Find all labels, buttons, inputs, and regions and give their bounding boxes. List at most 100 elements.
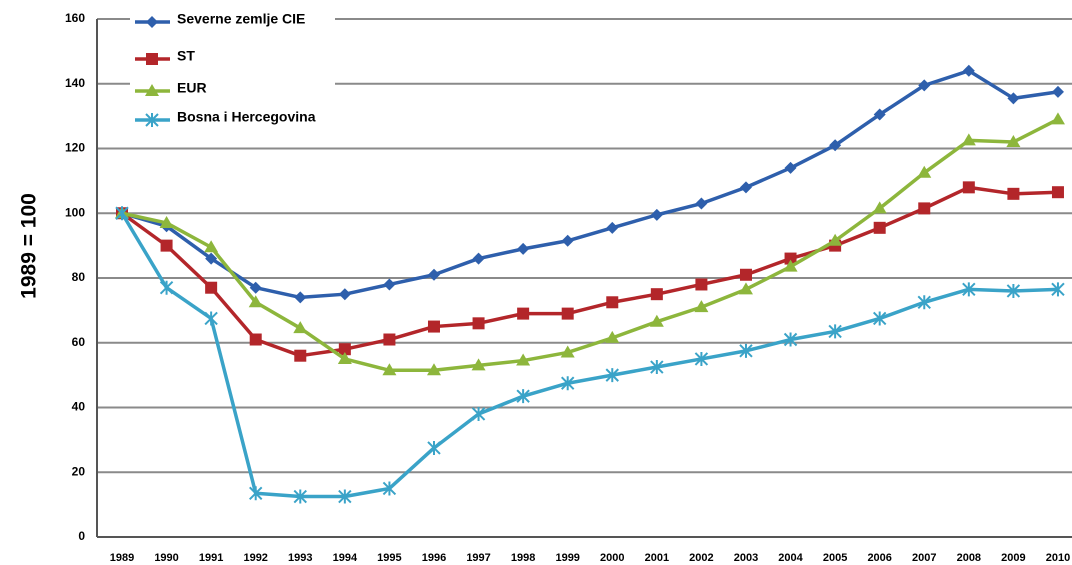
data-point [427, 268, 440, 281]
x-tick-label: 1994 [333, 552, 358, 564]
data-point [962, 282, 976, 297]
x-tick-label: 1999 [555, 552, 579, 564]
y-tick-label: 140 [65, 76, 85, 90]
series-line [121, 69, 1059, 300]
data-point [606, 296, 619, 309]
data-point [918, 79, 931, 92]
y-tick-label: 100 [65, 205, 85, 219]
data-point [471, 358, 486, 371]
y-tick-label: 80 [72, 270, 86, 284]
data-point [917, 295, 931, 310]
data-point [561, 234, 574, 247]
x-tick-label: 1993 [288, 552, 312, 564]
data-point [1006, 283, 1021, 298]
legend-marker [146, 53, 158, 65]
data-point [1051, 85, 1064, 98]
y-tick-label: 0 [78, 529, 85, 543]
data-point [961, 133, 976, 146]
data-point [337, 351, 352, 364]
data-point [338, 288, 351, 301]
x-tick-label: 2002 [689, 552, 713, 564]
data-point [829, 139, 842, 152]
series-line [121, 117, 1059, 373]
data-point [249, 281, 262, 294]
data-point [1051, 282, 1065, 297]
x-tick-label: 2004 [778, 552, 803, 564]
data-point [828, 233, 843, 246]
data-point [783, 259, 798, 272]
x-tick-label: 1992 [243, 552, 267, 564]
data-point [917, 165, 932, 178]
data-point [873, 108, 886, 121]
x-tick-label: 2003 [734, 552, 758, 564]
legend-marker [146, 16, 158, 28]
y-tick-label: 20 [72, 464, 86, 478]
data-point [872, 201, 887, 214]
data-point [294, 291, 307, 304]
x-tick-label: 1989 [110, 552, 134, 564]
data-point [472, 317, 485, 330]
data-point [516, 353, 531, 366]
data-point [205, 281, 218, 294]
data-point [516, 389, 530, 404]
data-point [783, 332, 798, 347]
x-tick-label: 2006 [867, 552, 891, 564]
data-point [159, 280, 174, 295]
data-point [872, 311, 887, 326]
data-point [560, 345, 575, 358]
data-point [248, 295, 263, 308]
data-point [784, 252, 797, 265]
data-point [695, 278, 708, 291]
data-point [873, 221, 886, 234]
x-tick-label: 1995 [377, 552, 401, 564]
data-point [1006, 135, 1021, 148]
data-point [426, 363, 441, 376]
data-point [293, 321, 308, 334]
data-point [471, 406, 486, 421]
legend-label: ST [177, 48, 195, 64]
x-tick-label: 2009 [1001, 552, 1025, 564]
data-point [382, 363, 397, 376]
data-point [650, 360, 664, 375]
data-point [1007, 92, 1020, 105]
legend-box [130, 5, 335, 135]
series-line [120, 185, 1059, 358]
x-tick-label: 1996 [422, 552, 446, 564]
data-point [204, 240, 219, 253]
data-point [694, 300, 709, 313]
x-tick-label: 2008 [957, 552, 981, 564]
data-point [738, 282, 753, 295]
data-point [560, 376, 575, 391]
data-point [784, 161, 797, 174]
data-point [561, 307, 574, 320]
legend-label: Severne zemlje CIE [177, 11, 305, 27]
data-point [338, 343, 351, 356]
data-point [517, 242, 530, 255]
data-point [160, 239, 173, 252]
y-tick-label: 40 [72, 400, 86, 414]
data-point [962, 64, 975, 77]
y-tick-label: 120 [65, 141, 85, 155]
data-point [605, 368, 619, 383]
data-point [249, 486, 263, 501]
series-line [120, 212, 1059, 499]
data-point [293, 489, 307, 504]
data-point [1051, 186, 1064, 199]
x-tick-label: 2005 [823, 552, 847, 564]
y-tick-label: 60 [72, 335, 86, 349]
data-point [650, 288, 663, 301]
x-tick-label: 1997 [466, 552, 490, 564]
legend-label: Bosna i Hercegovina [177, 109, 316, 125]
data-point [739, 268, 752, 281]
data-point [249, 333, 262, 346]
x-tick-label: 1991 [199, 552, 223, 564]
data-point [383, 333, 396, 346]
data-point [204, 311, 218, 326]
data-point [159, 215, 174, 228]
x-tick-label: 1990 [154, 552, 178, 564]
data-point [739, 181, 752, 194]
data-point [828, 324, 842, 339]
data-point [294, 349, 307, 362]
legend-marker [145, 113, 159, 127]
